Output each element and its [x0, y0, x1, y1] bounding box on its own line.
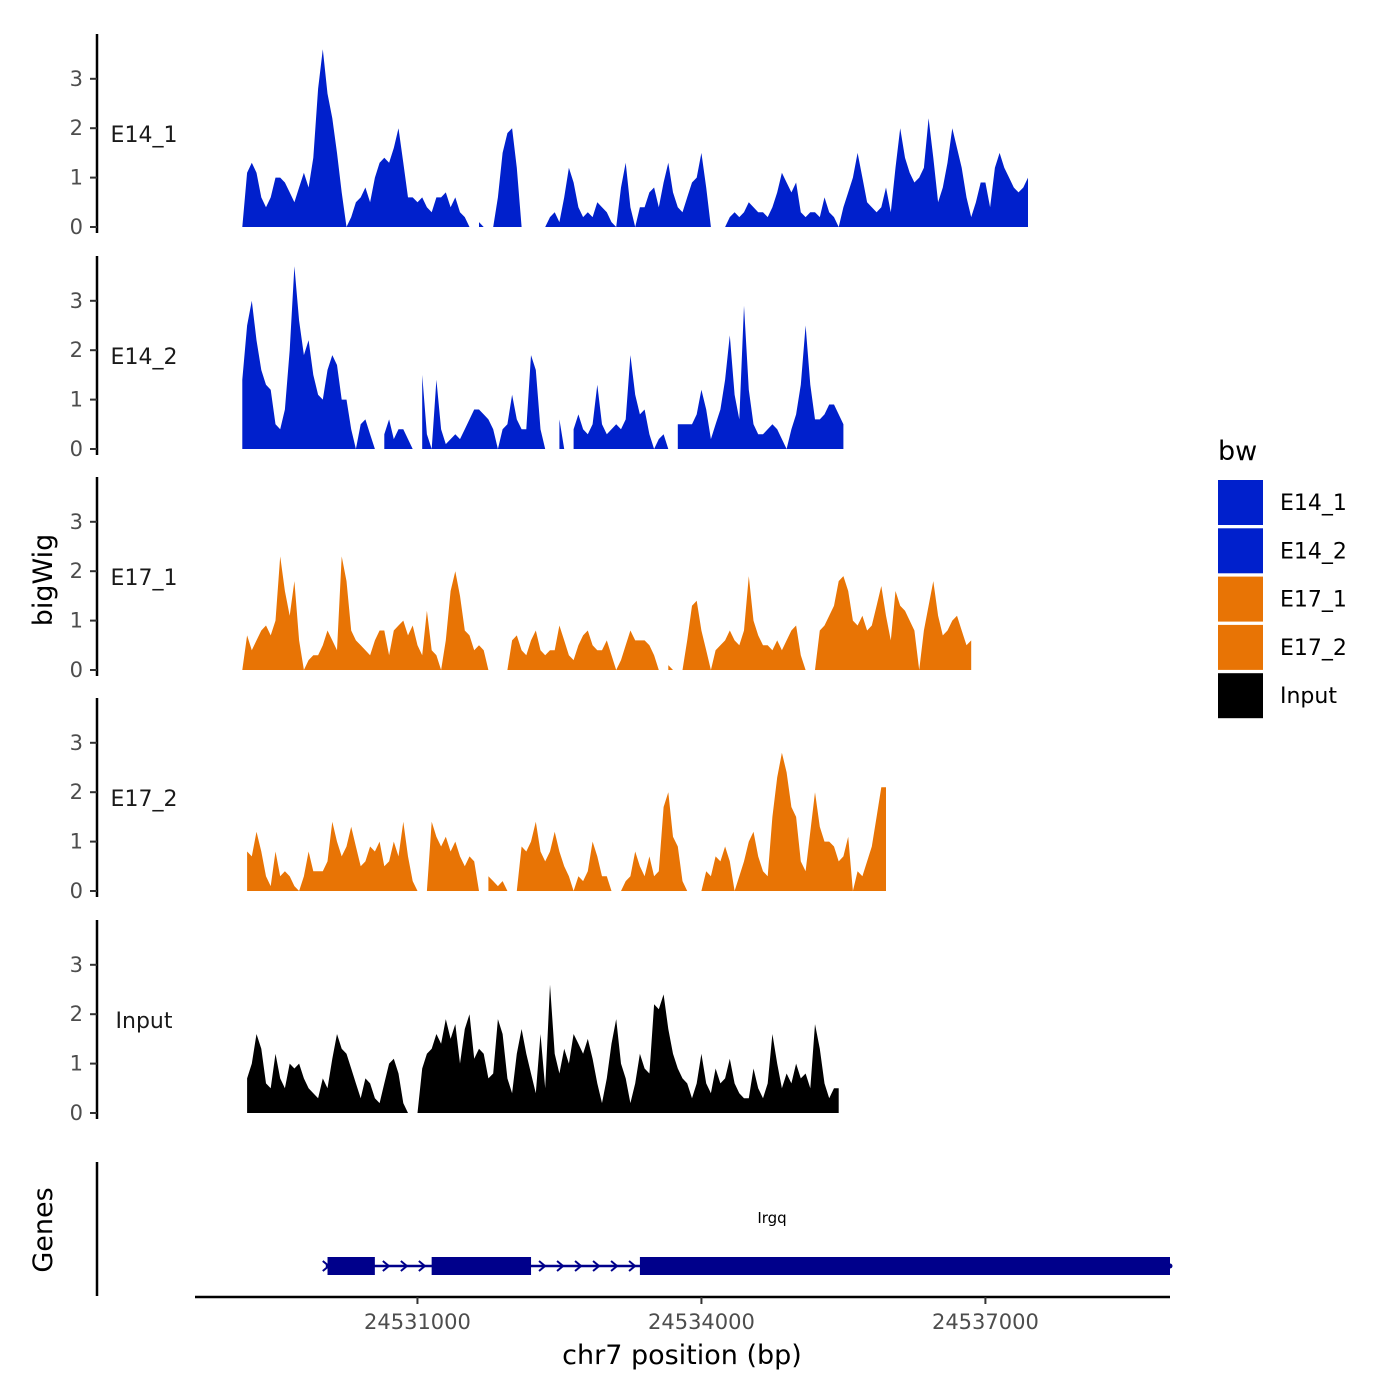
coverage-area	[417, 984, 839, 1113]
y-tick-label: 0	[70, 879, 83, 903]
y-tick-label: 2	[70, 116, 83, 140]
y-tick-label: 2	[70, 1002, 83, 1026]
coverage-area	[559, 419, 565, 449]
legend: bw E14_1 E14_2 E17_1 E17_2 Input	[1218, 436, 1347, 719]
track-E14_2: 0 1 2 3 E14_2	[70, 256, 844, 461]
y-tick-label: 3	[70, 731, 83, 755]
track-label: E17_2	[111, 787, 178, 812]
coverage-area	[545, 152, 711, 227]
legend-label: Input	[1280, 684, 1337, 709]
y-tick-label: 1	[70, 388, 83, 412]
strand-arrow-icon	[400, 1260, 409, 1272]
legend-swatch	[1218, 673, 1263, 719]
y-tick-label: 1	[70, 166, 83, 190]
legend-items: E14_1 E14_2 E17_1 E17_2 Input	[1218, 480, 1347, 719]
coverage-area	[815, 576, 972, 670]
legend-title: bw	[1218, 436, 1257, 467]
strand-arrow-icon	[538, 1260, 547, 1272]
coverage-area	[621, 792, 688, 891]
strand-arrow-icon	[592, 1260, 601, 1272]
y-tick-label: 3	[70, 953, 83, 977]
track-label: E14_1	[111, 123, 178, 148]
coverage-area	[242, 266, 375, 449]
y-tick-label: 1	[70, 1052, 83, 1076]
coverage-area	[516, 821, 612, 891]
coverage-area	[426, 821, 479, 891]
coverage-area	[247, 1034, 408, 1113]
track-label: E17_1	[111, 566, 178, 591]
y-tick-label: 3	[70, 510, 83, 534]
coverage-area	[507, 625, 659, 670]
legend-item-Input: Input	[1218, 673, 1337, 719]
y-tick-label: 0	[70, 215, 83, 239]
track-E17_1: 0 1 2 3 E17_1	[70, 477, 972, 682]
y-tick-label: 1	[70, 830, 83, 854]
coverage-area	[725, 118, 1028, 227]
strand-arrow-icon	[556, 1260, 565, 1272]
legend-item-E14_1: E14_1	[1218, 480, 1347, 525]
gene-track: Genes Irgq	[28, 1162, 1173, 1296]
coverage-area	[422, 355, 546, 449]
gene-exon	[327, 1257, 375, 1275]
y-axis-title: bigWig	[28, 534, 59, 627]
legend-label: E14_1	[1280, 491, 1347, 516]
track-E14_1: 0 1 2 3 E14_1	[70, 34, 1028, 239]
y-tick-label: 0	[70, 658, 83, 682]
coverage-area	[242, 49, 470, 228]
gene-end-marker	[1167, 1263, 1173, 1269]
x-tick-label: 24531000	[364, 1310, 471, 1334]
track-label: E14_2	[111, 345, 178, 370]
strand-arrow-icon	[610, 1260, 619, 1272]
coverage-area	[677, 305, 844, 449]
coverage-area	[701, 752, 886, 891]
gene-model	[322, 1257, 1173, 1275]
coverage-area	[682, 576, 806, 670]
legend-item-E17_2: E17_2	[1218, 624, 1347, 670]
legend-swatch	[1218, 624, 1263, 670]
strand-arrow-icon	[382, 1260, 391, 1272]
gene-exon	[431, 1257, 532, 1275]
y-tick-label: 2	[70, 780, 83, 804]
gene-exon	[639, 1257, 1170, 1275]
x-tick-label: 24537000	[932, 1310, 1039, 1334]
bigwig-tracks: 0 1 2 3 E14_1 0 1 2 3 E14_2 0 1 2 3 E17_1 0 1 2 3 E17_2 0 1 2 3…	[70, 34, 1028, 1125]
gene-name-label: Irgq	[757, 1209, 786, 1227]
track-label: Input	[116, 1009, 173, 1034]
x-axis-ticks: 24531000 24534000 24537000	[364, 1297, 1039, 1334]
x-axis-title: chr7 position (bp)	[562, 1340, 802, 1371]
legend-swatch	[1218, 576, 1263, 622]
coverage-area	[247, 821, 418, 891]
track-Input: 0 1 2 3 Input	[70, 920, 839, 1125]
x-axis: 24531000 24534000 24537000 chr7 position (…	[195, 1295, 1170, 1371]
legend-swatch	[1218, 480, 1263, 525]
y-tick-label: 0	[70, 1101, 83, 1125]
strand-arrow-icon	[628, 1260, 637, 1272]
legend-item-E17_1: E17_1	[1218, 576, 1347, 622]
track-E17_2: 0 1 2 3 E17_2	[70, 698, 886, 903]
legend-label: E17_1	[1280, 588, 1347, 613]
coverage-area	[242, 556, 489, 670]
strand-arrow-icon	[418, 1260, 427, 1272]
coverage-area	[488, 876, 508, 891]
x-tick-label: 24534000	[648, 1310, 755, 1334]
strand-arrow-icon	[574, 1260, 583, 1272]
y-tick-label: 3	[70, 289, 83, 313]
y-tick-label: 0	[70, 437, 83, 461]
legend-item-E14_2: E14_2	[1218, 528, 1347, 574]
y-tick-label: 2	[70, 338, 83, 362]
legend-label: E14_2	[1280, 539, 1347, 564]
coverage-area	[668, 665, 673, 670]
y-tick-label: 2	[70, 559, 83, 583]
y-tick-label: 3	[70, 67, 83, 91]
y-tick-label: 1	[70, 609, 83, 633]
coverage-area	[479, 222, 484, 227]
coverage-area	[384, 419, 413, 449]
coverage-area	[573, 355, 669, 449]
legend-label: E17_2	[1280, 636, 1347, 661]
genes-axis-title: Genes	[28, 1187, 59, 1272]
legend-swatch	[1218, 528, 1263, 574]
coverage-area	[493, 128, 522, 227]
